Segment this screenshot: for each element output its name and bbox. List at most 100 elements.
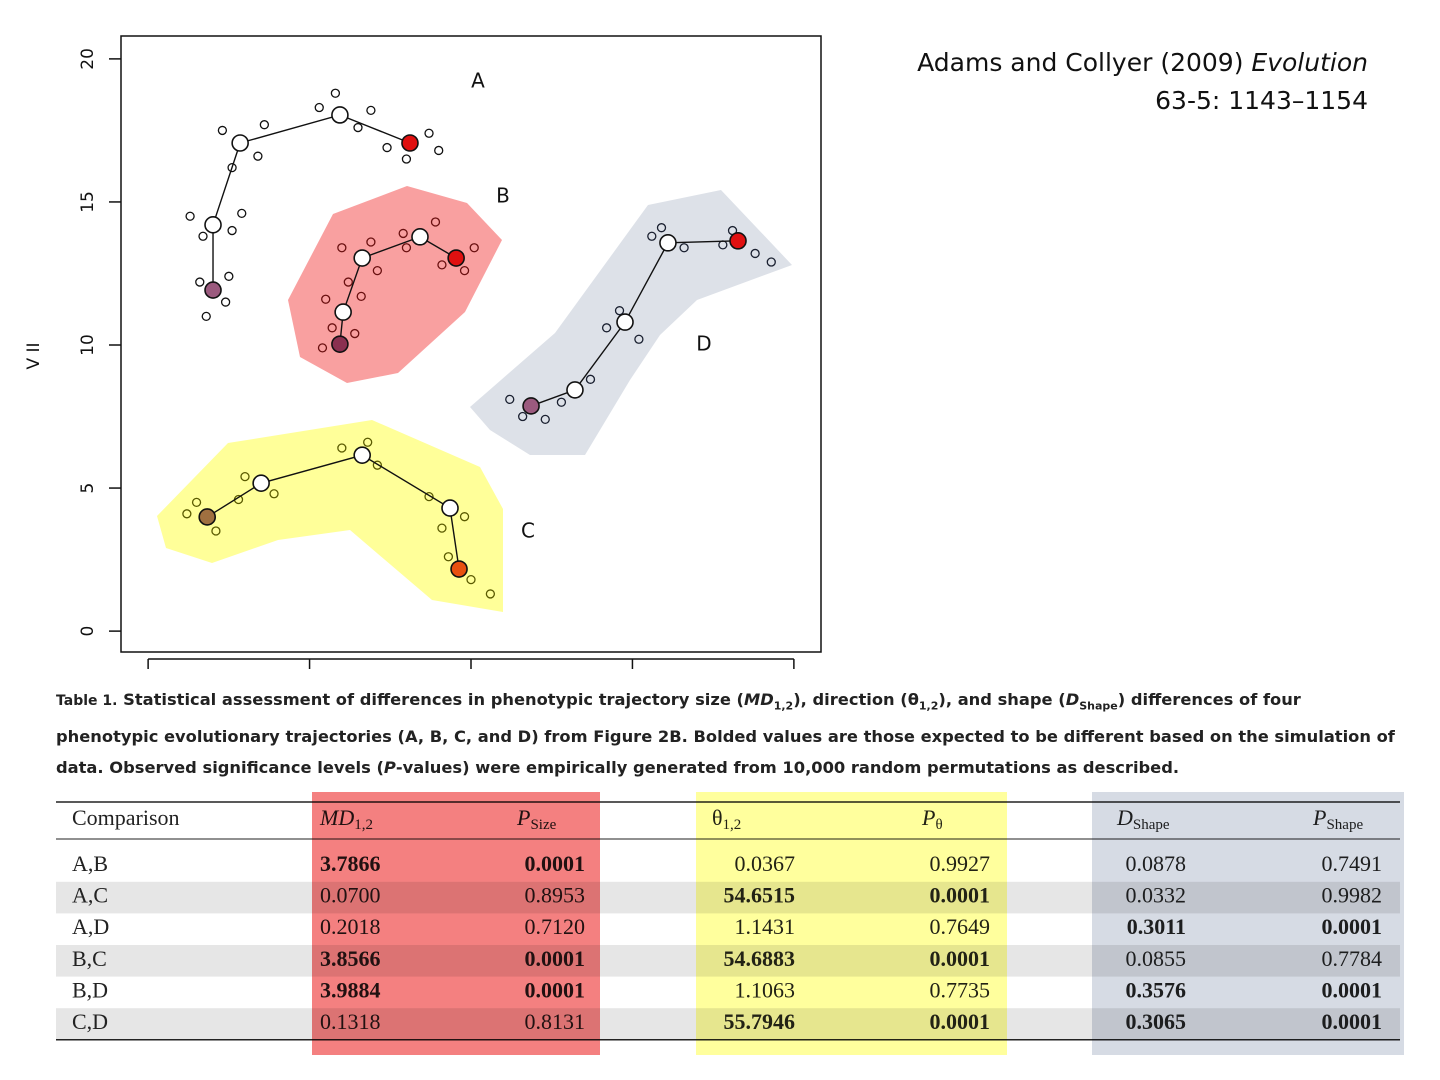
caption-text: 1,2: [773, 699, 794, 713]
data-point: [634, 334, 644, 344]
group-label: B: [496, 184, 510, 208]
data-point: [401, 243, 412, 253]
data-point: [195, 277, 205, 287]
caption-label: Table 1.: [56, 693, 118, 709]
y-tick-label: 0: [78, 626, 98, 637]
data-point: [191, 497, 202, 508]
data-point: [220, 297, 231, 307]
table-cell: A,D: [72, 914, 109, 939]
y-axis-label: V II: [24, 342, 44, 369]
caption-text: Statistical assessment of differences in…: [123, 690, 744, 709]
data-point: [185, 211, 195, 221]
data-point: [227, 162, 237, 173]
hulls: [157, 186, 792, 612]
data-point: [585, 374, 596, 384]
data-point: [443, 552, 454, 562]
data-point: [217, 125, 228, 136]
data-point: [556, 397, 567, 407]
data-point: [327, 323, 337, 333]
trajectory-mean: [353, 249, 371, 267]
group-label: C: [521, 519, 535, 543]
data-point: [424, 491, 434, 502]
data-point: [656, 223, 667, 233]
trajectory-mean: [450, 560, 468, 578]
data-point: [201, 311, 211, 322]
group-label: D: [696, 332, 711, 356]
hull-b: [288, 186, 502, 383]
data-point: [337, 443, 347, 453]
data-point: [330, 88, 341, 98]
data-point: [518, 411, 528, 422]
citation: Adams and Collyer (2009) Evolution 63-5:…: [917, 44, 1368, 120]
y-tick-label: 10: [78, 334, 98, 356]
trajectory-mean: [659, 234, 677, 252]
caption-text: D: [1065, 690, 1080, 709]
trajectory-mean: [252, 474, 270, 492]
caption-text: Shape: [1079, 699, 1118, 713]
data-point: [459, 512, 470, 522]
data-point: [485, 589, 496, 599]
data-point: [437, 523, 447, 533]
data-point: [372, 460, 383, 470]
data-point: [424, 128, 434, 138]
data-point: [350, 328, 360, 339]
plot-frame: [120, 35, 822, 653]
column-highlight: [1092, 792, 1404, 1055]
data-point: [240, 471, 250, 482]
data-point: [253, 151, 263, 161]
citation-issue: 63-5: 1143–1154: [1155, 86, 1368, 115]
data-point: [259, 120, 270, 130]
data-point: [434, 145, 444, 156]
trajectory-mean: [441, 499, 459, 517]
data-point: [321, 294, 331, 304]
data-point: [356, 291, 366, 302]
citation-authors: Adams and Collyer (2009): [917, 48, 1244, 77]
column-highlight: [312, 792, 600, 1055]
trajectory-mean: [401, 134, 419, 152]
column-header: Comparison: [72, 805, 180, 830]
data-point: [398, 228, 408, 239]
trajectory-mean: [729, 232, 747, 250]
trajectory-mean: [616, 313, 634, 331]
table-cell: C,D: [72, 1009, 108, 1034]
y-tick-label: 20: [78, 48, 98, 70]
trajectory-mean: [447, 249, 465, 267]
table-cell: B,D: [72, 977, 108, 1002]
data-point: [430, 217, 441, 227]
table-cell: A,C: [72, 883, 108, 908]
table-cell: A,B: [72, 851, 108, 876]
trajectory-mean: [198, 508, 217, 526]
data-point: [182, 509, 192, 519]
citation-journal: Evolution: [1251, 48, 1368, 77]
data-point: [227, 225, 237, 236]
caption-text: ), and shape (: [938, 690, 1066, 709]
header-main: Comparison: [72, 805, 180, 830]
trajectory-mean: [331, 106, 349, 124]
data-point: [363, 437, 373, 447]
trajectory-mean: [204, 216, 222, 234]
data-point: [343, 277, 353, 287]
trajectory-mean: [231, 134, 249, 152]
trajectory-mean: [411, 228, 429, 246]
trajectory-mean: [334, 303, 352, 321]
data-point: [614, 306, 625, 316]
data-point: [211, 526, 221, 536]
data-point: [366, 105, 376, 116]
data-point: [401, 154, 412, 164]
data-point: [198, 231, 208, 241]
data-point: [366, 237, 376, 247]
caption-text: MD: [744, 690, 774, 709]
data-point: [224, 271, 234, 281]
caption-text: 1,2: [918, 699, 939, 713]
data-point: [337, 243, 347, 253]
data-point: [437, 260, 447, 270]
hull-c: [157, 420, 503, 612]
data-point: [647, 231, 657, 241]
data-point: [317, 343, 328, 353]
y-tick-label: 15: [78, 191, 98, 213]
y-tick-label: 5: [78, 483, 98, 494]
table-cell: B,C: [72, 946, 107, 971]
data-point: [601, 323, 612, 333]
